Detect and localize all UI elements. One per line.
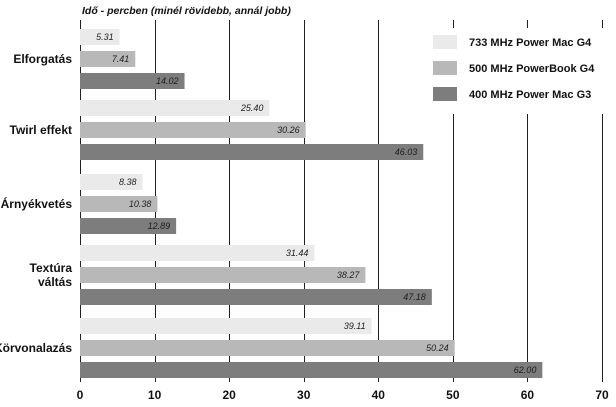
bar — [80, 73, 185, 89]
bar — [80, 289, 432, 305]
bar — [80, 340, 455, 356]
x-tick-label: 40 — [372, 388, 386, 402]
bar-value-label: 14.02 — [156, 76, 179, 86]
bars — [80, 29, 543, 378]
chart-title: Idő - percben (minél rövidebb, annál job… — [82, 5, 291, 17]
bar — [80, 122, 306, 138]
category-label: váltás — [38, 275, 72, 289]
bar — [80, 318, 372, 334]
bar-value-label: 31.44 — [286, 248, 309, 258]
x-tick-label: 70 — [595, 388, 609, 402]
bar-value-label: 7.41 — [112, 54, 130, 64]
bar-value-label: 5.31 — [96, 32, 114, 42]
category-label: Árnyékvetés — [1, 196, 73, 211]
bar — [80, 196, 158, 212]
legend-swatch — [433, 35, 457, 49]
legend-swatch — [433, 61, 457, 75]
bar — [80, 100, 270, 116]
x-tick-label: 20 — [222, 388, 236, 402]
x-tick-label: 50 — [446, 388, 460, 402]
bar — [80, 245, 315, 261]
bar — [80, 218, 177, 234]
bar — [80, 362, 543, 378]
bar-value-label: 12.89 — [148, 221, 171, 231]
bar-value-label: 30.26 — [277, 125, 300, 135]
x-tick-label: 60 — [521, 388, 535, 402]
category-label: Elforgatás — [13, 52, 72, 66]
category-labels: Elforgatás Twirl effekt Árnyékvetés Textúra… — [0, 52, 72, 355]
bar-value-label: 38.27 — [337, 270, 361, 280]
value-labels: 5.31 7.41 14.02 25.40 30.26 46.03 8.38 10.38 12.… — [96, 32, 536, 375]
category-label: Twirl effekt — [10, 123, 72, 137]
category-label: Textúra — [30, 261, 73, 275]
legend-entry-label: 733 MHz Power Mac G4 — [469, 37, 592, 49]
bar-value-label: 10.38 — [129, 199, 152, 209]
bar-value-label: 46.03 — [395, 147, 418, 157]
legend-entry-label: 500 MHz PowerBook G4 — [469, 63, 595, 75]
x-axis-ticks: 0 10 20 30 40 50 60 70 — [77, 388, 609, 402]
legend-entry-label: 400 MHz Power Mac G3 — [469, 89, 591, 101]
category-label: Körvonalazás — [0, 341, 72, 355]
legend-swatch — [433, 87, 457, 101]
legend-background — [429, 28, 604, 114]
bar-value-label: 39.11 — [344, 321, 366, 331]
legend: 733 MHz Power Mac G4 500 MHz PowerBook G4… — [429, 28, 604, 114]
bar-value-label: 47.18 — [403, 292, 426, 302]
x-tick-label: 30 — [297, 388, 311, 402]
bar — [80, 267, 366, 283]
x-tick-label: 0 — [77, 388, 84, 402]
bar-value-label: 62.00 — [514, 365, 537, 375]
bar — [80, 174, 143, 190]
bar-value-label: 8.38 — [119, 177, 137, 187]
x-tick-label: 10 — [148, 388, 162, 402]
bar — [80, 29, 120, 45]
bar-value-label: 50.24 — [426, 343, 449, 353]
bar — [80, 144, 424, 160]
bar-value-label: 25.40 — [240, 103, 264, 113]
bar — [80, 51, 136, 67]
